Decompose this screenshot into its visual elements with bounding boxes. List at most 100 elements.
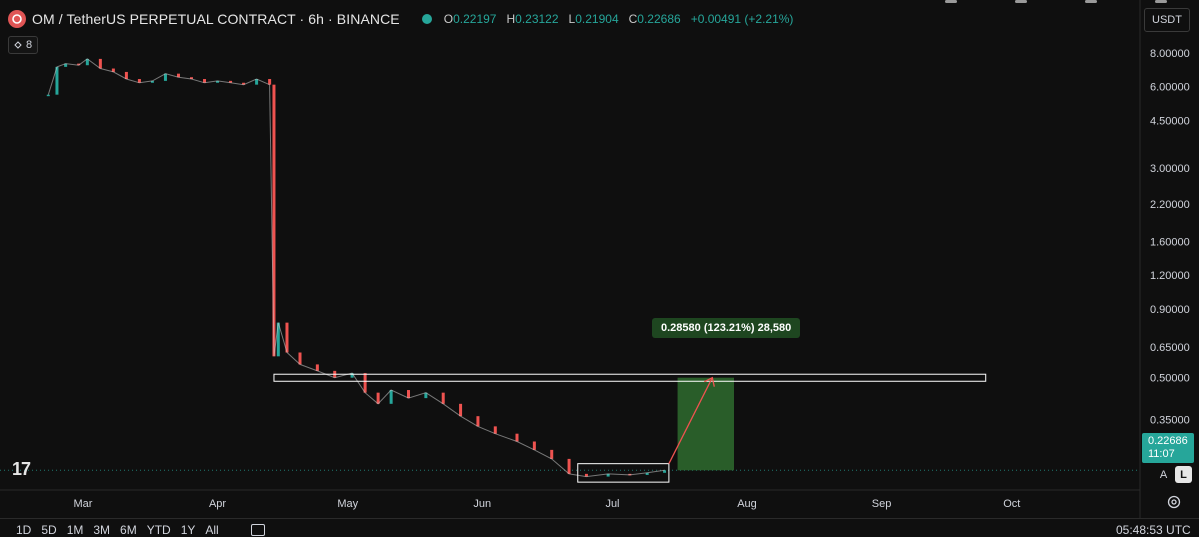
range-6m[interactable]: 6M <box>120 523 137 537</box>
candle <box>584 473 588 477</box>
last-price-tag: 0.22686 11:07 <box>1142 433 1194 463</box>
resistance-zone <box>273 373 987 382</box>
ohlc-high: H0.23122 <box>506 12 559 26</box>
candle <box>77 63 81 66</box>
x-tick-label: Aug <box>737 498 757 510</box>
bottom-bar <box>0 518 1199 535</box>
candle <box>276 322 280 357</box>
x-tick-label: Sep <box>872 498 892 510</box>
y-tick-label: 6.00000 <box>1150 82 1190 94</box>
y-tick-label: 1.20000 <box>1150 270 1190 282</box>
candle <box>476 416 480 427</box>
y-tick-label: 0.90000 <box>1150 304 1190 316</box>
range-1m[interactable]: 1M <box>66 523 84 537</box>
price-series <box>46 58 667 477</box>
y-tick-label: 3.00000 <box>1150 163 1190 175</box>
candle <box>493 426 497 434</box>
x-tick-label: Oct <box>1003 498 1020 510</box>
candle <box>150 80 154 83</box>
y-tick-label: 1.60000 <box>1150 236 1190 248</box>
candle <box>315 364 319 371</box>
candle <box>137 79 141 83</box>
candle <box>645 472 649 475</box>
candle <box>424 392 428 399</box>
x-tick-label: Jun <box>473 498 491 510</box>
candle <box>176 73 180 78</box>
candle <box>389 390 393 404</box>
x-tick-label: May <box>337 498 358 510</box>
x-tick-label: Apr <box>209 498 226 510</box>
candle <box>163 73 167 81</box>
range-5d[interactable]: 5D <box>41 523 57 537</box>
bar-countdown: 11:07 <box>1148 448 1175 460</box>
ohlc-low: L0.21904 <box>568 12 619 26</box>
symbol-title[interactable]: OM / TetherUS PERPETUAL CONTRACT · 6h · … <box>32 11 400 27</box>
eye-icon <box>14 41 22 49</box>
gear-icon[interactable] <box>1166 494 1182 510</box>
candle <box>459 403 463 417</box>
candle <box>441 392 445 404</box>
range-3m[interactable]: 3M <box>93 523 111 537</box>
y-tick-label: 0.65000 <box>1150 342 1190 354</box>
candle <box>111 68 115 72</box>
top-toolbar-dots <box>945 0 1167 3</box>
log-scale-button[interactable]: L <box>1175 466 1192 483</box>
candle <box>285 322 289 353</box>
ohlc-change: +0.00491 (+2.21%) <box>690 12 794 26</box>
x-tick-label: Mar <box>74 498 93 510</box>
candle <box>350 373 354 378</box>
candle <box>255 79 259 85</box>
y-tick-label: 0.50000 <box>1150 373 1190 385</box>
range-1y[interactable]: 1Y <box>180 523 196 537</box>
candle <box>376 392 380 404</box>
y-tick-label: 4.50000 <box>1150 115 1190 127</box>
candle <box>407 390 410 399</box>
candle <box>272 84 276 357</box>
ohlc-open: O0.22197 <box>443 12 497 26</box>
range-ytd[interactable]: YTD <box>146 523 171 537</box>
candle <box>203 79 207 83</box>
target-zone <box>677 377 734 471</box>
chart-header: OM / TetherUS PERPETUAL CONTRACT · 6h · … <box>8 6 793 32</box>
ohlc-close: C0.22686 <box>628 12 681 26</box>
market-status-dot <box>421 14 432 24</box>
candle <box>242 82 246 85</box>
candle <box>532 441 536 450</box>
candle <box>124 71 128 80</box>
candle <box>98 58 102 69</box>
currency-button[interactable]: USDT <box>1144 8 1190 32</box>
auto-scale-button[interactable]: A <box>1159 468 1168 481</box>
candle <box>229 80 233 83</box>
last-price-value: 0.22686 <box>1148 435 1188 447</box>
projection-arrowhead <box>704 376 715 387</box>
candle <box>190 77 193 80</box>
y-tick-label: 8.00000 <box>1150 48 1190 60</box>
candle <box>515 433 519 442</box>
y-tick-label: 2.20000 <box>1150 199 1190 211</box>
projection-arrow <box>668 377 713 464</box>
candle <box>216 80 220 83</box>
candle <box>55 66 59 95</box>
utc-clock[interactable]: 05:48:53 UTC <box>1116 523 1191 537</box>
range-all[interactable]: All <box>205 523 219 537</box>
x-tick-label: Jul <box>605 498 619 510</box>
measure-label: 0.28580 (123.21%) 28,580 <box>652 318 801 338</box>
candle <box>663 470 667 473</box>
candle <box>567 458 571 474</box>
candle <box>363 373 367 393</box>
candle <box>550 449 554 459</box>
candle <box>606 473 610 477</box>
y-tick-label: 0.35000 <box>1150 414 1190 426</box>
range-1d[interactable]: 1D <box>16 523 32 537</box>
candle <box>298 352 302 365</box>
range-buttons: 1D 5D 1M 3M 6M YTD 1Y All <box>16 523 219 537</box>
tradingview-logo-icon: 17 <box>12 459 31 479</box>
calendar-icon[interactable] <box>251 524 265 536</box>
candle <box>268 79 272 85</box>
price-line <box>47 58 665 478</box>
candle <box>64 63 68 67</box>
candle <box>85 58 89 66</box>
indicator-count-chip[interactable]: 8 <box>8 36 39 54</box>
candle <box>46 94 50 97</box>
